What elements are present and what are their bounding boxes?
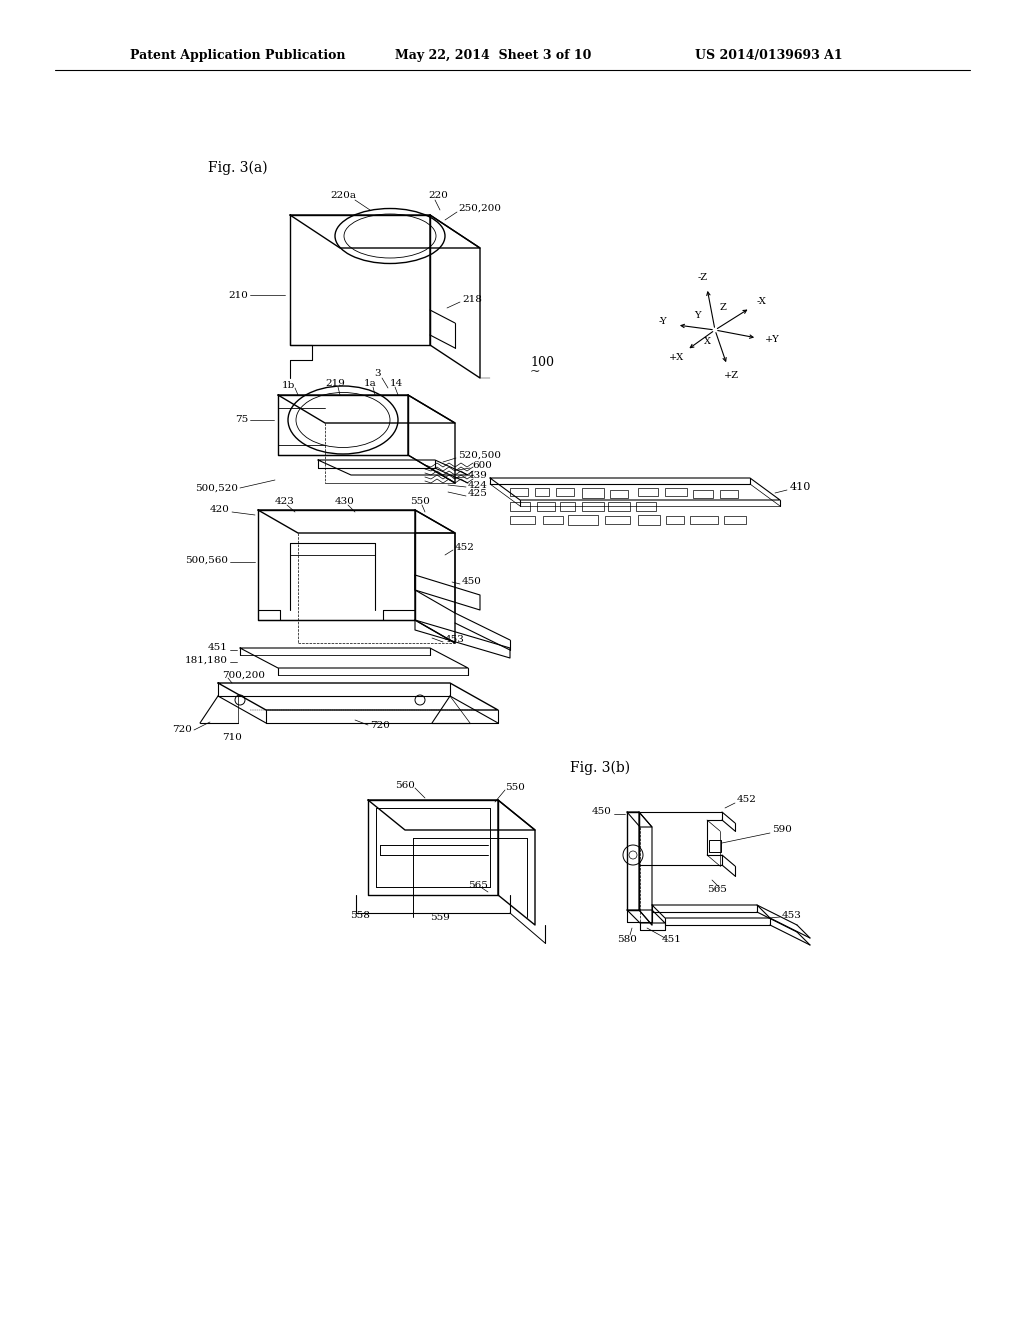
Bar xyxy=(638,488,658,496)
Bar xyxy=(666,516,684,524)
Bar xyxy=(582,488,604,498)
Bar xyxy=(510,502,530,511)
Text: 450: 450 xyxy=(462,578,482,586)
Text: +Z: +Z xyxy=(723,371,738,380)
Text: 565: 565 xyxy=(707,886,727,895)
Text: Y: Y xyxy=(693,310,700,319)
Bar xyxy=(510,516,535,524)
Text: May 22, 2014  Sheet 3 of 10: May 22, 2014 Sheet 3 of 10 xyxy=(395,49,592,62)
Bar xyxy=(560,502,575,511)
Text: -Z: -Z xyxy=(698,273,708,282)
Text: X: X xyxy=(703,338,711,346)
Text: US 2014/0139693 A1: US 2014/0139693 A1 xyxy=(695,49,843,62)
Bar xyxy=(709,840,721,851)
Text: Patent Application Publication: Patent Application Publication xyxy=(130,49,345,62)
Text: 410: 410 xyxy=(790,482,811,492)
Text: 424: 424 xyxy=(468,480,487,490)
Text: 559: 559 xyxy=(430,913,450,923)
Text: 220: 220 xyxy=(428,190,447,199)
Text: 100: 100 xyxy=(530,355,554,368)
Bar xyxy=(638,515,660,525)
Text: 219: 219 xyxy=(325,379,345,388)
Text: 450: 450 xyxy=(592,808,612,817)
Bar xyxy=(608,502,630,511)
Bar xyxy=(605,516,630,524)
Text: 423: 423 xyxy=(275,498,295,507)
Text: 210: 210 xyxy=(228,290,248,300)
Text: +Y: +Y xyxy=(765,335,779,345)
Text: 558: 558 xyxy=(350,911,370,920)
Text: 1b: 1b xyxy=(282,380,295,389)
Bar xyxy=(537,502,555,511)
Text: 520,500: 520,500 xyxy=(458,450,501,459)
Text: Z: Z xyxy=(720,304,727,313)
Bar xyxy=(543,516,563,524)
Text: Fig. 3(b): Fig. 3(b) xyxy=(570,760,630,775)
Bar xyxy=(510,488,528,496)
Text: +X: +X xyxy=(670,354,685,363)
Text: 720: 720 xyxy=(370,721,390,730)
Bar xyxy=(724,516,746,524)
Bar xyxy=(693,490,713,498)
Text: 710: 710 xyxy=(222,734,242,742)
Text: 580: 580 xyxy=(617,936,637,945)
Text: 700,200: 700,200 xyxy=(222,671,265,680)
Text: 452: 452 xyxy=(737,796,757,804)
Text: 720: 720 xyxy=(172,726,193,734)
Bar xyxy=(568,515,598,525)
Text: 425: 425 xyxy=(468,490,487,499)
Text: 250,200: 250,200 xyxy=(458,203,501,213)
Text: 451: 451 xyxy=(208,644,228,652)
Text: 220a: 220a xyxy=(330,190,356,199)
Bar xyxy=(690,516,718,524)
Bar xyxy=(610,490,628,498)
Bar xyxy=(582,502,604,511)
Text: 420: 420 xyxy=(210,506,230,515)
Bar xyxy=(636,502,656,511)
Text: 218: 218 xyxy=(462,296,482,305)
Text: 560: 560 xyxy=(395,780,415,789)
Text: 453: 453 xyxy=(782,911,802,920)
Text: ~: ~ xyxy=(530,366,541,379)
Text: 451: 451 xyxy=(662,936,682,945)
Text: 500,560: 500,560 xyxy=(185,556,228,565)
Text: 565: 565 xyxy=(468,880,488,890)
Text: 439: 439 xyxy=(468,470,487,479)
Bar xyxy=(665,488,687,496)
Text: Fig. 3(a): Fig. 3(a) xyxy=(208,161,267,176)
Text: 1a: 1a xyxy=(364,379,377,388)
Text: 3: 3 xyxy=(375,368,381,378)
Text: 590: 590 xyxy=(772,825,792,834)
Text: 452: 452 xyxy=(455,544,475,553)
Text: 430: 430 xyxy=(335,498,355,507)
Bar xyxy=(720,490,738,498)
Text: 600: 600 xyxy=(472,461,492,470)
Bar xyxy=(535,488,549,496)
Text: 14: 14 xyxy=(390,379,403,388)
Text: -Y: -Y xyxy=(658,318,667,326)
Text: 181,180: 181,180 xyxy=(185,656,228,664)
Text: 75: 75 xyxy=(234,416,248,425)
Bar xyxy=(556,488,574,496)
Text: -X: -X xyxy=(757,297,767,306)
Text: 500,520: 500,520 xyxy=(195,483,238,492)
Text: 550: 550 xyxy=(410,498,430,507)
Text: 550: 550 xyxy=(505,784,525,792)
Text: 453: 453 xyxy=(445,635,465,644)
